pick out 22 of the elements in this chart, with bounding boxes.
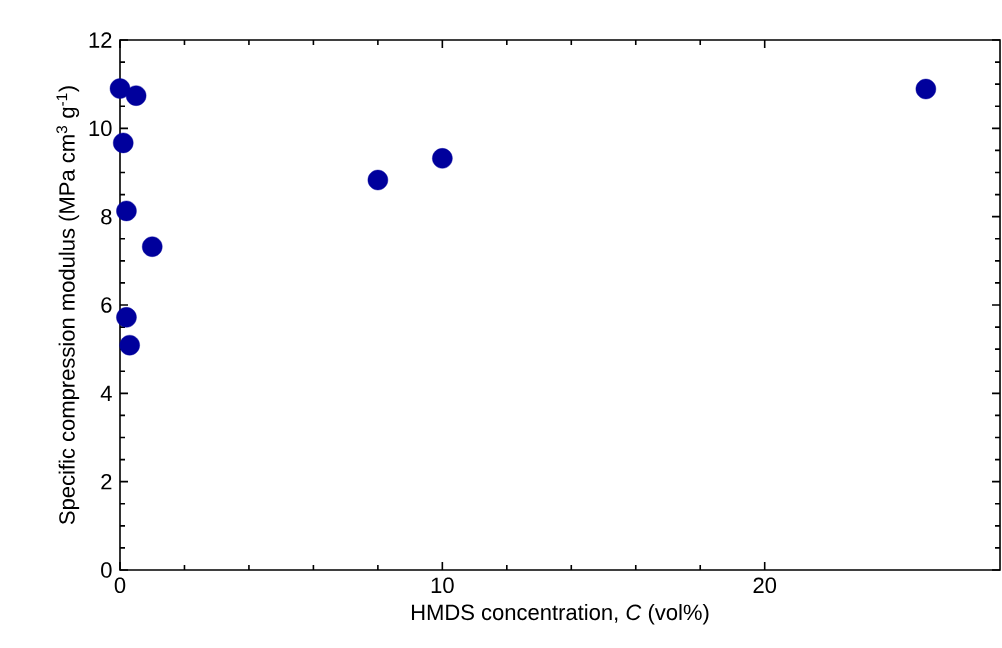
x-tick-label: 10 [431,577,454,594]
x-axis-title: HMDS concentration, C (vol%) [411,603,709,625]
y-tick-label: 2 [101,473,112,490]
y-tick-label: 12 [89,32,112,48]
y-tick-label: 8 [101,208,112,225]
y-tick-label: 10 [89,120,112,137]
point [432,148,453,169]
point [367,169,389,191]
point [125,85,147,106]
y-tick-label: 0 [101,562,112,578]
y-tick-label: 4 [100,385,112,401]
point [113,132,134,154]
x-tick-label: 20 [753,577,777,594]
point [915,78,937,100]
point [119,334,140,356]
point [142,236,163,257]
point [116,200,137,222]
x-tick-label: 0 [114,577,126,594]
y-axis-title: Specific compression modulus (MPa cm$^{3}$ g$^{-1}$) [56,86,80,525]
point [116,307,137,328]
point [109,78,131,99]
y-tick-label: 6 [101,297,112,313]
